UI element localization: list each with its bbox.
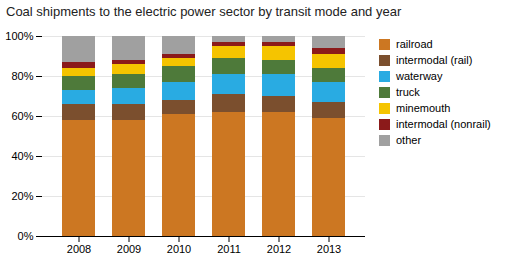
svg-text:60%: 60% bbox=[11, 110, 33, 122]
html-text:waterway: waterway bbox=[396, 70, 443, 82]
html-text:intermodal (rail): intermodal (rail) bbox=[396, 54, 473, 66]
html-text:railroad: railroad bbox=[396, 38, 433, 50]
html-text:Coal shipments to the electric: Coal shipments to the electric power sec… bbox=[6, 4, 402, 19]
svg-text:100%: 100% bbox=[5, 30, 33, 42]
html-text:minemouth: minemouth bbox=[396, 102, 451, 114]
svg-text:0%: 0% bbox=[18, 230, 34, 242]
html-text:other: other bbox=[396, 134, 422, 146]
svg-text:2010: 2010 bbox=[167, 243, 191, 255]
svg-text:2008: 2008 bbox=[67, 243, 91, 255]
svg-text:2013: 2013 bbox=[317, 243, 341, 255]
svg-text:2012: 2012 bbox=[267, 243, 291, 255]
svg-text:40%: 40% bbox=[11, 150, 33, 162]
svg-text:2011: 2011 bbox=[217, 243, 241, 255]
html-text:truck: truck bbox=[396, 86, 420, 98]
svg-text:20%: 20% bbox=[11, 190, 33, 202]
html-text:intermodal (nonrail): intermodal (nonrail) bbox=[396, 118, 491, 130]
svg-text:2009: 2009 bbox=[117, 243, 141, 255]
svg-text:80%: 80% bbox=[11, 70, 33, 82]
